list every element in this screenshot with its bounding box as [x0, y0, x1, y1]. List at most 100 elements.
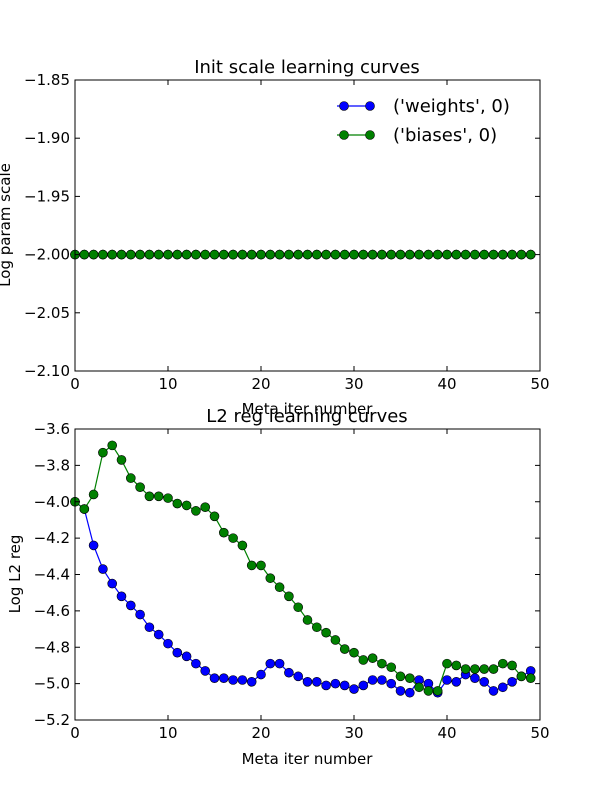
- data-point: [311, 677, 322, 687]
- l2-reg-chart: L2 reg learning curves Meta iter number …: [6, 406, 550, 768]
- data-point: [116, 249, 127, 260]
- y-axis-label: Log param scale: [0, 163, 14, 287]
- x-tick-label: 20: [251, 375, 270, 393]
- data-point: [228, 249, 238, 260]
- data-point: [395, 671, 406, 682]
- data-point: [507, 677, 517, 687]
- data-point: [479, 677, 490, 687]
- data-point: [442, 658, 452, 669]
- x-tick-label: 10: [158, 724, 177, 742]
- data-point: [377, 675, 387, 685]
- data-point: [88, 489, 99, 500]
- data-point: [349, 684, 359, 694]
- data-point: [321, 249, 331, 260]
- x-tick-label: 30: [344, 724, 363, 742]
- data-point: [246, 677, 257, 687]
- data-point: [451, 249, 462, 260]
- data-point: [237, 540, 248, 551]
- data-point: [219, 527, 229, 538]
- data-point: [107, 578, 117, 589]
- data-point: [274, 658, 285, 669]
- data-point: [404, 249, 415, 260]
- data-point: [126, 249, 136, 260]
- data-point: [172, 249, 183, 260]
- legend-label: ('weights', 0): [393, 96, 510, 117]
- y-tick-label: −4.4: [34, 566, 70, 584]
- data-point: [293, 671, 304, 682]
- data-point: [209, 673, 220, 683]
- data-point: [488, 249, 499, 260]
- y-tick-label: −3.8: [34, 456, 70, 474]
- x-tick-label: 0: [70, 375, 80, 393]
- data-point: [525, 673, 536, 683]
- plot-frame: [74, 79, 541, 372]
- data-point: [237, 249, 248, 260]
- data-point: [191, 506, 201, 516]
- data-point: [321, 627, 331, 638]
- data-point: [386, 249, 397, 260]
- data-point: [172, 647, 183, 658]
- data-point: [339, 680, 350, 691]
- data-point: [246, 249, 257, 260]
- data-point: [256, 560, 266, 571]
- data-point: [256, 669, 266, 680]
- init-scale-chart: Init scale learning curves Meta iter num…: [0, 57, 550, 418]
- data-point: [451, 660, 462, 671]
- data-point: [98, 564, 108, 574]
- data-point: [330, 678, 341, 689]
- data-point: [107, 249, 117, 260]
- data-point: [497, 658, 508, 669]
- data-point: [516, 671, 527, 682]
- data-point: [284, 249, 294, 260]
- data-point: [274, 249, 285, 260]
- data-point: [209, 511, 220, 522]
- y-tick-label: −2.10: [24, 362, 70, 380]
- data-point: [479, 249, 490, 260]
- data-point: [414, 682, 424, 693]
- data-point: [153, 629, 164, 640]
- data-point: [135, 249, 145, 260]
- data-point: [107, 440, 117, 451]
- data-point: [525, 249, 536, 260]
- data-point: [404, 687, 415, 698]
- data-point: [126, 473, 136, 483]
- data-point: [321, 680, 331, 691]
- y-axis-label: Log L2 reg: [6, 535, 24, 614]
- data-point: [395, 249, 406, 260]
- y-tick-label: −2.00: [24, 246, 70, 264]
- data-point: [497, 682, 508, 693]
- data-point: [88, 249, 99, 260]
- data-point: [367, 675, 378, 685]
- data-point: [126, 600, 136, 611]
- data-point: [404, 673, 415, 683]
- x-tick-label: 40: [437, 724, 456, 742]
- data-point: [349, 249, 359, 260]
- data-point: [181, 249, 192, 260]
- y-tick-label: −1.90: [24, 129, 70, 147]
- data-point: [377, 249, 387, 260]
- data-point: [219, 673, 229, 683]
- y-tick-label: −5.0: [34, 675, 70, 693]
- data-point: [144, 491, 155, 502]
- y-tick-label: −4.0: [34, 493, 70, 511]
- data-point: [339, 644, 350, 654]
- x-tick-label: 0: [70, 724, 80, 742]
- data-point: [497, 249, 508, 260]
- data-point: [135, 609, 145, 620]
- data-point: [153, 491, 164, 502]
- data-point: [460, 664, 471, 674]
- data-point: [246, 560, 257, 571]
- data-point: [432, 249, 443, 260]
- axis-ticks: 0 10 20 30 40 50 −2.10 −2.05 −2.00 −1.95 −1.90 −1.8…: [24, 71, 550, 393]
- data-point: [358, 680, 369, 691]
- data-point: [191, 658, 201, 669]
- data-point: [349, 647, 359, 658]
- data-point: [470, 673, 480, 683]
- data-point: [432, 686, 443, 696]
- x-tick-label: 30: [344, 375, 363, 393]
- y-tick-label: −4.8: [34, 638, 70, 656]
- data-point: [265, 249, 276, 260]
- data-point: [358, 249, 369, 260]
- chart-title: L2 reg learning curves: [206, 406, 407, 427]
- y-tick-label: −4.6: [34, 602, 70, 620]
